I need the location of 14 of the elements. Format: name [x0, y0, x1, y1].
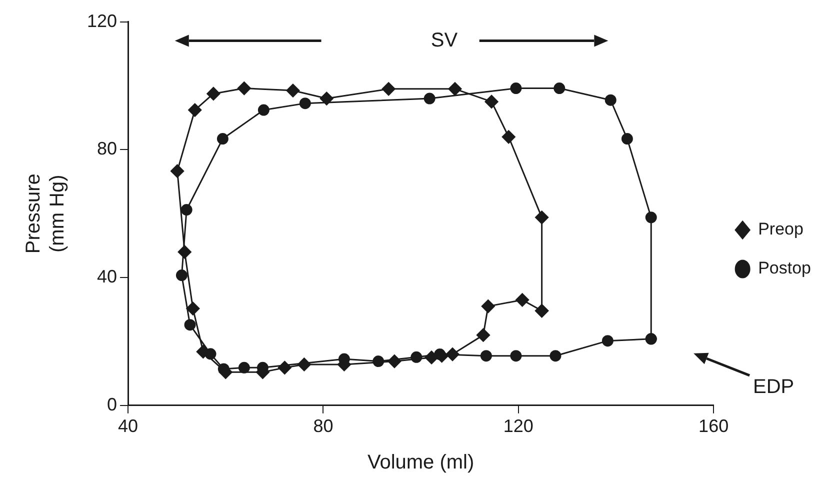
x-tick-label: 120: [503, 416, 534, 436]
x-tick-label: 160: [698, 416, 729, 436]
legend-label: Preop: [758, 220, 804, 239]
y-tick-label: 120: [86, 10, 118, 31]
y-tick-label: 0: [107, 394, 118, 414]
x-tick-label: 40: [118, 416, 138, 436]
y-tick-label: 80: [97, 138, 118, 159]
legend-label: Postop: [758, 258, 812, 278]
text: EDP: [753, 376, 794, 398]
x-axis-title: Volume (ml): [367, 452, 474, 474]
y-axis-title: Pressure (mm Hg): [22, 174, 69, 254]
annotation: SV: [430, 29, 458, 52]
x-tick-label: 80: [313, 416, 334, 436]
y-tick-label: 40: [97, 266, 118, 286]
